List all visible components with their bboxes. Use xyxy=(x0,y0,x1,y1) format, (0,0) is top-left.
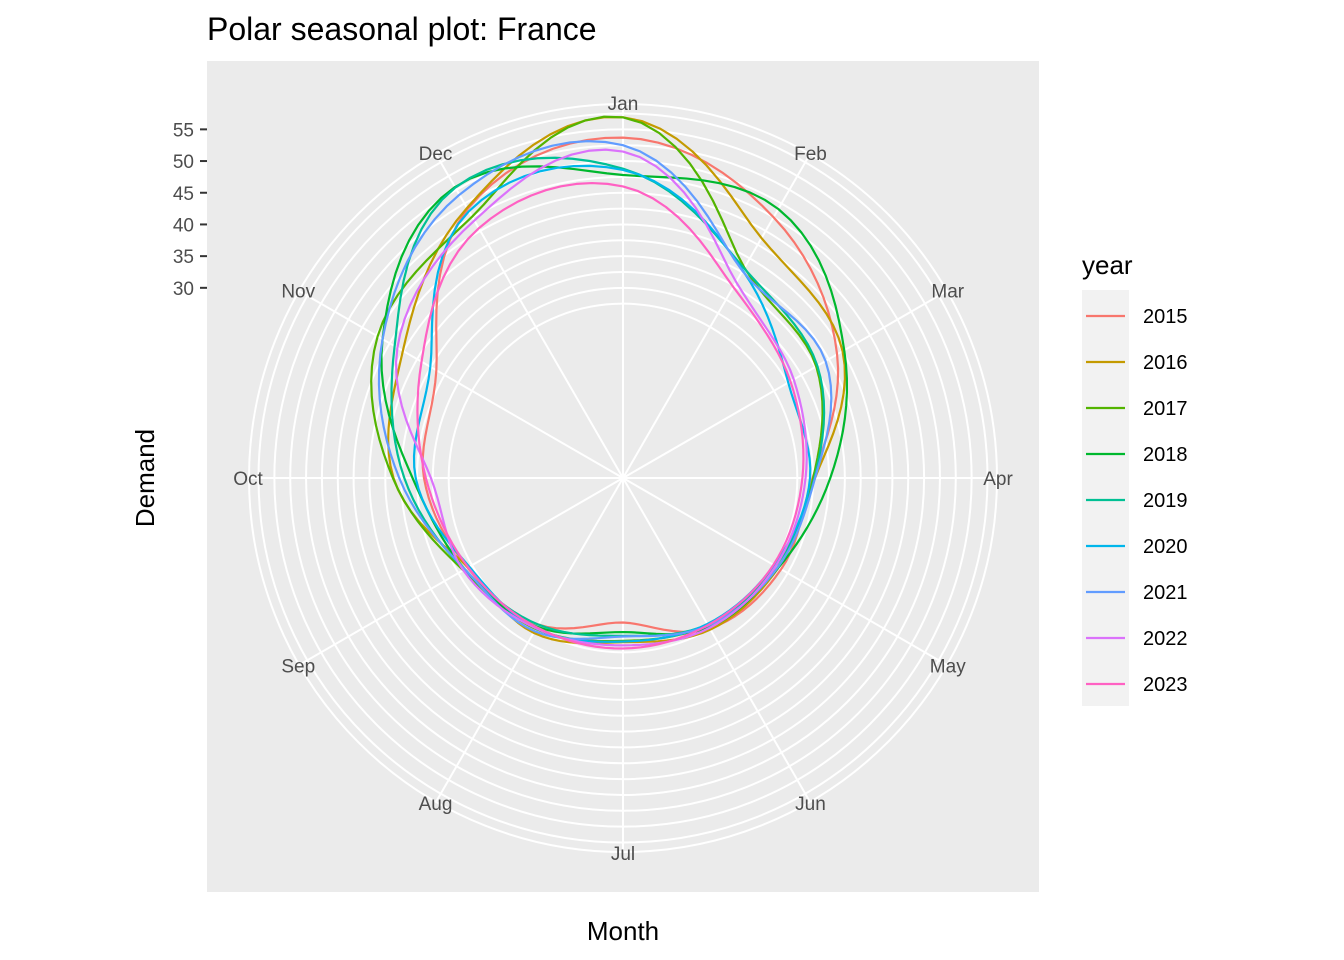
series-lines xyxy=(370,115,849,650)
month-label-apr: Apr xyxy=(983,469,1013,490)
radial-tick-label: 50 xyxy=(173,152,194,173)
month-label-may: May xyxy=(930,657,966,678)
legend-label-2023: 2023 xyxy=(1143,674,1188,696)
radial-tick-label: 40 xyxy=(173,215,194,236)
grid-spoke-may xyxy=(622,477,948,666)
month-label-jun: Jun xyxy=(795,794,826,815)
y-axis-title: Demand xyxy=(130,429,160,527)
legend-label-2017: 2017 xyxy=(1143,398,1188,420)
radial-tick-label: 55 xyxy=(173,120,194,141)
month-label-aug: Aug xyxy=(419,794,453,815)
month-label-feb: Feb xyxy=(794,144,827,165)
month-label-sep: Sep xyxy=(281,657,315,678)
month-label-nov: Nov xyxy=(281,282,315,303)
radial-tick-label: 45 xyxy=(173,184,194,205)
grid-spoke-jun xyxy=(622,477,811,803)
legend-label-2015: 2015 xyxy=(1143,306,1188,328)
grid-spoke-aug xyxy=(435,477,624,803)
month-label-mar: Mar xyxy=(931,282,964,303)
month-axis-labels: Jan Feb Mar Apr May Jun Jul Aug Sep Oct Nov Dec xyxy=(233,94,1013,865)
polar-grid xyxy=(248,103,998,853)
series-line-2023 xyxy=(416,181,805,650)
radial-tick-label: 35 xyxy=(173,247,194,268)
radial-tick-label: 30 xyxy=(173,279,194,300)
grid-spoke-mar xyxy=(622,290,948,479)
legend: year 2015 2016 2017 2018 2019 2020 2021 2022 202… xyxy=(1082,250,1188,706)
legend-label-2020: 2020 xyxy=(1143,536,1188,558)
month-label-jul: Jul xyxy=(611,844,635,865)
month-label-oct: Oct xyxy=(233,469,263,490)
series-line-2020 xyxy=(412,164,812,643)
month-label-dec: Dec xyxy=(419,144,453,165)
x-axis-title: Month xyxy=(587,916,659,946)
grid-spoke-sep xyxy=(298,477,624,666)
legend-label-2019: 2019 xyxy=(1143,490,1188,512)
legend-key-background xyxy=(1082,290,1129,706)
month-label-jan: Jan xyxy=(608,94,639,115)
legend-label-2021: 2021 xyxy=(1143,582,1188,604)
series-line-2015 xyxy=(421,136,840,633)
series-line-2021 xyxy=(377,140,833,640)
grid-spoke-nov xyxy=(298,290,624,479)
legend-title: year xyxy=(1082,250,1133,280)
chart-title: Polar seasonal plot: France xyxy=(207,11,597,47)
radial-axis: 30 35 40 45 50 55 xyxy=(173,120,207,300)
legend-label-2022: 2022 xyxy=(1143,628,1188,650)
legend-label-2018: 2018 xyxy=(1143,444,1188,466)
legend-label-2016: 2016 xyxy=(1143,352,1188,374)
series-line-2022 xyxy=(394,148,808,647)
